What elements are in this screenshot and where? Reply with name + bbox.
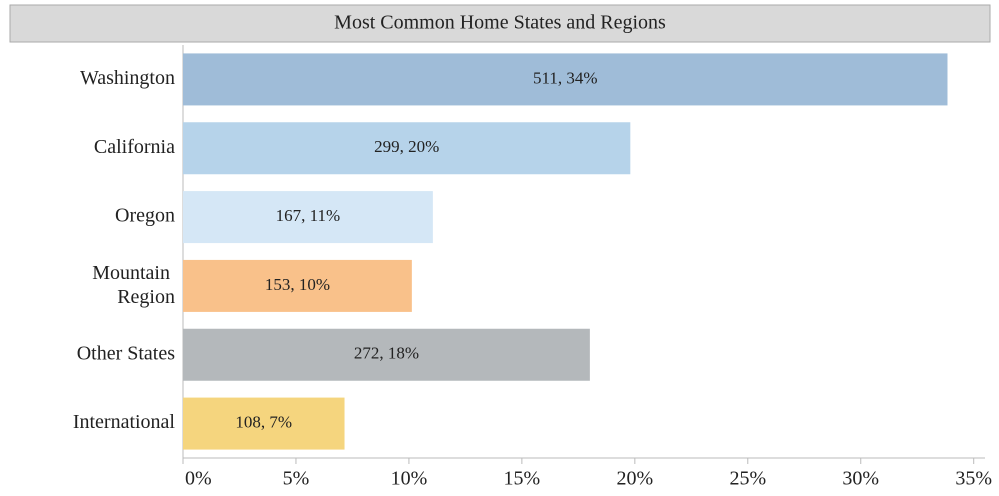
x-tick-label: 0% [185, 468, 212, 490]
y-tick-label: International [73, 411, 176, 433]
bar [183, 328, 590, 381]
y-tick-label: Other States [77, 342, 176, 364]
x-tick-label: 10% [391, 468, 428, 490]
value-label: 272, 18% [354, 344, 419, 363]
x-tick-label: 30% [842, 468, 879, 490]
value-label: 167, 11% [276, 206, 341, 225]
x-tick-label: 20% [616, 468, 653, 490]
value-label: 153, 10% [265, 275, 330, 294]
bar [183, 122, 631, 175]
x-tick-label: 35% [955, 468, 992, 490]
y-tick-label: Washington [80, 67, 175, 89]
y-tick-label: California [94, 136, 175, 158]
value-label: 108, 7% [235, 412, 292, 431]
x-tick-label: 15% [504, 468, 541, 490]
bar [183, 191, 433, 244]
value-label: 511, 34% [533, 68, 598, 87]
bar [183, 53, 948, 106]
title-bar [9, 4, 991, 43]
chart-title: Most Common Home States and Regions [334, 12, 666, 34]
x-tick-label: 5% [283, 468, 310, 490]
y-tick-label: Mountain Region [92, 262, 175, 308]
bar [183, 259, 412, 312]
y-tick-label: Oregon [115, 205, 175, 227]
x-tick-label: 25% [729, 468, 766, 490]
value-label: 299, 20% [374, 137, 439, 156]
bar [183, 397, 345, 450]
